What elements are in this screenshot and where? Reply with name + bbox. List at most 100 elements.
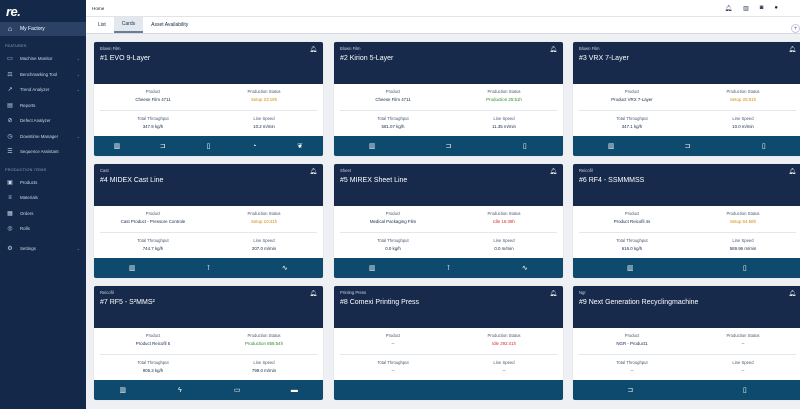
card-category: Blown Film (340, 46, 361, 51)
extruder-icon[interactable]: ⊐ (627, 387, 634, 394)
throughput-label: Total Throughput (377, 116, 409, 121)
sidebar-item-sequence-assistant[interactable]: ☰ Sequence Assistant (0, 144, 86, 160)
bell-icon[interactable]: 🔔︎ (309, 291, 317, 297)
card-category: Ngr (579, 290, 586, 295)
tab-list[interactable]: List (98, 21, 106, 28)
sidebar-item-defect-analyzer[interactable]: ⊘ Defect Analyzer (0, 113, 86, 129)
clipboard-icon[interactable]: ▯ (742, 387, 747, 394)
machine-card[interactable]: Cast #4 MIDEX Cast Line 🔔︎ Product Cast … (94, 164, 323, 278)
plus-icon[interactable]: + (791, 24, 800, 33)
divider (579, 354, 796, 355)
machine-card[interactable]: Blown Film #1 EVO 9-Layer 🔔︎ Product Che… (94, 42, 323, 156)
clipboard-icon[interactable]: ▯ (522, 143, 527, 150)
throughput-label: Total Throughput (137, 238, 169, 243)
factory-icon[interactable]: ▥ (119, 387, 126, 394)
divider (340, 354, 557, 355)
divider (340, 110, 557, 111)
sidebar-item-trend-analyzer[interactable]: ↗ Trend Analyzer ⌄ (0, 82, 86, 98)
card-header: Cast #4 MIDEX Cast Line 🔔︎ (94, 164, 323, 206)
camera-icon[interactable]: ◙ (759, 5, 764, 11)
sidebar-item-label: Rolls (20, 226, 30, 232)
machine-card[interactable]: Blown Film #2 Kirion 5-Layer 🔔︎ Product … (334, 42, 563, 156)
bolt-icon[interactable]: ϟ (178, 386, 182, 394)
card-header: Sheet #5 MIREX Sheet Line 🔔︎ (334, 164, 563, 206)
bell-icon[interactable]: 🔔︎ (309, 47, 317, 53)
defect-icon: ⊘ (7, 118, 13, 125)
status-value: -- (741, 341, 745, 346)
bell-icon[interactable]: 🔔︎ (788, 169, 796, 175)
speed-block: Line Speed 799.0 m/min (209, 360, 319, 373)
thermometer-icon[interactable]: ⊺ (206, 265, 211, 272)
bell-icon[interactable]: 🔔︎ (549, 169, 557, 175)
sidebar-item-materials[interactable]: ≡ Materials (0, 190, 86, 206)
toolbox-icon[interactable]: ▬ (290, 386, 298, 394)
status-value: Production 858:54h (244, 341, 284, 346)
factory-icon[interactable]: ▥ (368, 143, 376, 150)
tab-asset-availability[interactable]: Asset Availability (151, 21, 189, 28)
sidebar-item-products[interactable]: ▣ Products (0, 175, 86, 191)
bell-icon[interactable]: 🔔︎ (549, 47, 557, 53)
sidebar-item-machine-monitor[interactable]: ▭ Machine Monitor ⌄ (0, 51, 86, 67)
throughput-block: Total Throughput -- (338, 360, 448, 373)
thermometer-icon[interactable]: ⊺ (446, 265, 451, 272)
chart-icon[interactable]: ∿ (521, 265, 528, 272)
extruder-icon[interactable]: ⊐ (445, 143, 452, 150)
chart-icon[interactable]: ∿ (281, 265, 288, 272)
machine-card[interactable]: Blown Film #3 VRX 7-Layer 🔔︎ Product Pro… (573, 42, 800, 156)
status-block: Production Status Setup 64:58h (688, 211, 798, 224)
card-category: Blown Film (100, 46, 121, 51)
throughput-value: -- (630, 368, 634, 373)
top-bar: Home 🔔︎ ▥ ◙ ● (86, 0, 800, 17)
status-label: Production Status (247, 333, 281, 338)
clipboard-icon[interactable]: ▯ (742, 265, 747, 272)
sidebar-item-benchmarking-tool[interactable]: ⚖ Benchmarking Tool ⌄ (0, 67, 86, 83)
clipboard-icon[interactable]: ▯ (206, 143, 211, 150)
production-list: ▣ Products ≡ Materials ▦ Orders ◎ Rolls (0, 175, 86, 237)
screen-icon[interactable]: ▭ (233, 387, 241, 394)
product-value: Product VRX 7-Layer (611, 97, 653, 102)
machine-card[interactable]: Ngr #9 Next Generation Recyclingmachine … (573, 286, 800, 400)
extruder-icon[interactable]: ⊐ (684, 143, 691, 150)
bell-icon[interactable]: 🔔︎ (724, 6, 733, 12)
card-body: Product -- Production Status Idle 292:41… (334, 328, 563, 380)
factory-icon[interactable]: ▥ (607, 143, 615, 150)
throughput-label: Total Throughput (616, 116, 648, 121)
sidebar-item-settings[interactable]: ⚙ Settings ⌄ (0, 241, 86, 257)
bell-icon[interactable]: 🔔︎ (788, 291, 796, 297)
machine-card[interactable]: Reicofil #7 RF5 - S²MMS² 🔔︎ Product Prod… (94, 286, 323, 400)
speed-block: Line Speed 11.35 m/min (449, 116, 559, 129)
sidebar-item-reports[interactable]: ▤ Reports (0, 98, 86, 114)
factory-icon[interactable]: ▥ (626, 265, 634, 272)
factory-icon[interactable]: ▥ (743, 6, 749, 12)
product-label: Product (385, 89, 401, 94)
machine-card[interactable]: Sheet #5 MIREX Sheet Line 🔔︎ Product Med… (334, 164, 563, 278)
extruder-icon[interactable]: ⊐ (159, 143, 166, 150)
leaf-icon[interactable]: ❦ (297, 143, 304, 150)
sidebar-item-label: Sequence Assistant (20, 149, 59, 155)
gauge-icon[interactable]: ◔ (252, 142, 257, 150)
sidebar-item-downtime-manager[interactable]: ◷ Downtime Manager ⌄ (0, 129, 86, 145)
throughput-value: 581.07 kg/h (381, 124, 405, 129)
throughput-label: Total Throughput (377, 238, 409, 243)
user-icon[interactable]: ● (774, 5, 778, 11)
sidebar-item-orders[interactable]: ▦ Orders (0, 206, 86, 222)
sidebar-item-rolls[interactable]: ◎ Rolls (0, 221, 86, 237)
factory-icon[interactable]: ▥ (113, 143, 121, 150)
bell-icon[interactable]: 🔔︎ (549, 291, 557, 297)
tab-cards[interactable]: Cards (113, 16, 144, 33)
clipboard-icon[interactable]: ▯ (761, 143, 766, 150)
machine-card[interactable]: Printing Press #8 Comexi Printing Press … (334, 286, 563, 400)
speed-value: 207.0 m/min (251, 246, 277, 251)
card-category: Reicofil (579, 168, 593, 173)
features-section-title: FEATURES (5, 44, 27, 48)
bell-icon[interactable]: 🔔︎ (788, 47, 796, 53)
breadcrumb[interactable]: Home (92, 5, 105, 11)
factory-icon[interactable]: ▥ (128, 265, 136, 272)
bell-icon[interactable]: 🔔︎ (309, 169, 317, 175)
speed-label: Line Speed (493, 238, 515, 243)
factory-icon[interactable]: ▥ (368, 265, 376, 272)
chevron-down-icon: ⌄ (76, 245, 80, 251)
machine-card[interactable]: Reicofil #6 RF4 - SSMMMSS 🔔︎ Product Pro… (573, 164, 800, 278)
sidebar-item-my-factory[interactable]: ⌂ My Factory (0, 22, 86, 36)
card-category: Sheet (340, 168, 351, 173)
